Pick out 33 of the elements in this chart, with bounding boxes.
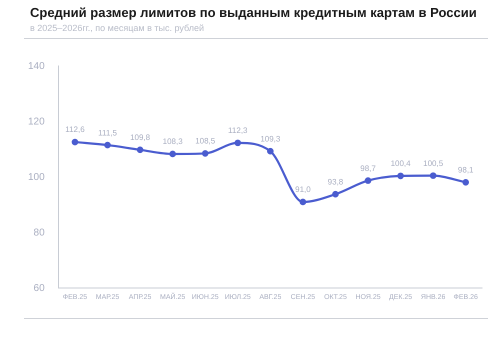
point xyxy=(430,172,436,179)
data-label: 93,8 xyxy=(328,177,344,186)
data-label: 109,3 xyxy=(260,134,281,144)
data-label: 100,5 xyxy=(423,158,444,168)
data-label: 100,4 xyxy=(390,159,412,168)
y-tick-label: 100 xyxy=(28,172,46,183)
data-label: 91,0 xyxy=(295,185,312,194)
point xyxy=(462,178,470,186)
chart-subtitle: в 2025–2026гг., по месяцам в тыс. рублей xyxy=(30,23,204,33)
point xyxy=(397,172,404,180)
point xyxy=(332,190,339,198)
point xyxy=(364,177,372,184)
data-label: 98,7 xyxy=(360,164,376,173)
data-label: 109,8 xyxy=(130,133,151,142)
y-tick-label: 60 xyxy=(34,282,46,294)
point xyxy=(136,146,144,154)
point xyxy=(267,148,274,154)
point xyxy=(300,198,306,206)
data-label: 112,3 xyxy=(228,126,248,136)
point xyxy=(234,140,242,146)
point xyxy=(169,150,176,158)
y-tick-label: 140 xyxy=(28,60,46,72)
data-label: 98,1 xyxy=(458,165,474,174)
point xyxy=(202,150,209,157)
chart-title: Средний размер лимитов по выданным кредитным картам в России xyxy=(30,5,477,20)
y-tick-label: 120 xyxy=(28,116,46,128)
data-label: 108,3 xyxy=(162,137,184,146)
point xyxy=(72,138,78,146)
data-label: 111,5 xyxy=(98,128,118,138)
y-tick-label: 80 xyxy=(34,227,46,238)
data-label: 108,5 xyxy=(195,136,216,146)
point xyxy=(104,142,111,148)
data-label: 112,6 xyxy=(65,125,86,134)
